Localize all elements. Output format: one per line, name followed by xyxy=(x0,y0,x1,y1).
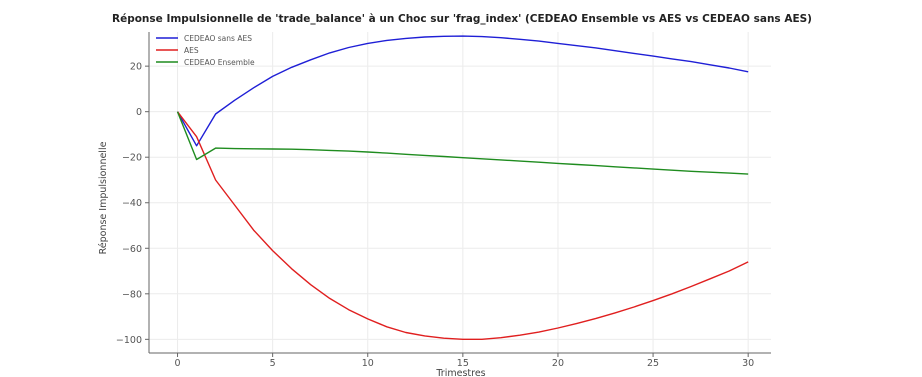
y-tick-label: −20 xyxy=(122,153,142,164)
x-tick-label: 30 xyxy=(742,358,754,369)
series-lines xyxy=(176,35,749,340)
x-tick-label: 0 xyxy=(175,358,181,369)
x-tick-label: 20 xyxy=(552,358,564,369)
y-axis-label: Réponse Impulsionnelle xyxy=(98,141,109,254)
y-tick-label: 0 xyxy=(136,107,142,118)
legend-label: CEDEAO sans AES xyxy=(184,34,252,43)
y-tick-label: −80 xyxy=(122,289,142,300)
legend-label: AES xyxy=(184,46,199,55)
y-tick-label: −60 xyxy=(122,244,142,255)
legend-label: CEDEAO Ensemble xyxy=(184,58,255,67)
chart-title: Réponse Impulsionnelle de 'trade_balance… xyxy=(112,13,812,25)
y-tick-label: 20 xyxy=(130,62,142,73)
series-line-3 xyxy=(176,111,749,175)
series-line-1 xyxy=(176,35,749,147)
x-tick-label: 25 xyxy=(647,358,659,369)
y-tick-label: −100 xyxy=(116,335,142,346)
series-line-2 xyxy=(176,111,749,340)
tick-labels: 0 5 10 15 20 25 30 20 0 −20 −40 −60 −80 −100 xyxy=(116,62,754,369)
x-axis-label: Trimestres xyxy=(435,368,485,377)
axes xyxy=(148,32,771,354)
x-tick-label: 15 xyxy=(457,358,469,369)
x-tick-label: 10 xyxy=(362,358,374,369)
grid xyxy=(149,32,771,353)
y-tick-label: −40 xyxy=(122,198,142,209)
legend: CEDEAO sans AES AES CEDEAO Ensemble xyxy=(156,34,255,67)
x-tick-label: 5 xyxy=(270,358,276,369)
